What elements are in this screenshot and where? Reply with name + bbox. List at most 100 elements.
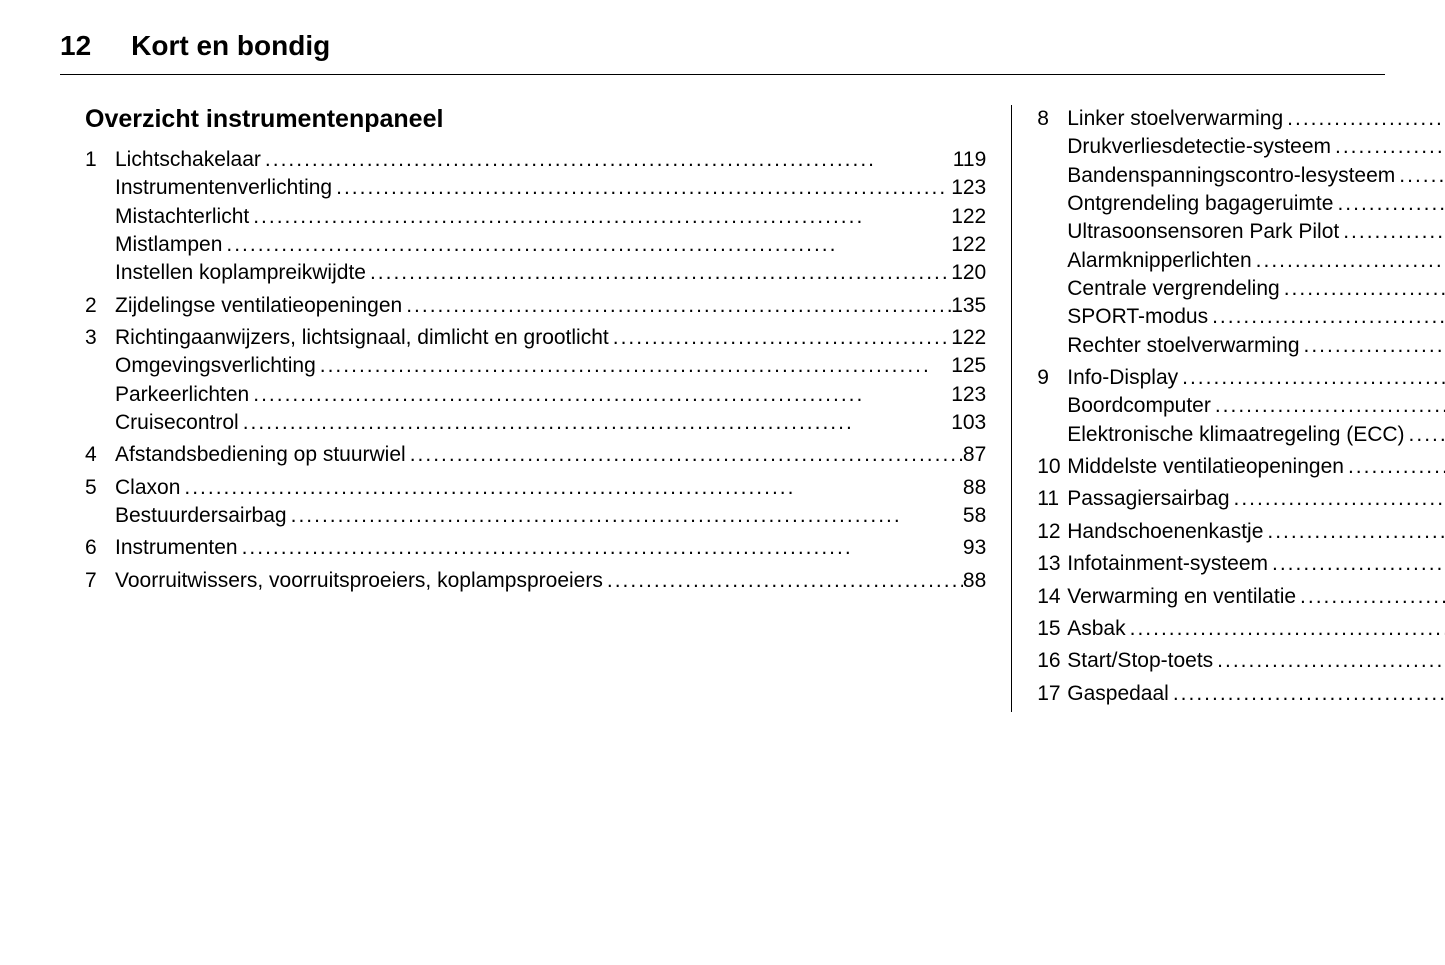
toc-entry: 17Gaspedaal ............................… xyxy=(1037,680,1445,708)
toc-line: Linker stoelverwarming .................… xyxy=(1067,105,1445,133)
toc-page: 122 xyxy=(951,203,986,231)
entry-number: 9 xyxy=(1037,364,1067,392)
toc-entry: 16Start/Stop-toets .....................… xyxy=(1037,647,1445,675)
toc-line: Passagiersairbag .......................… xyxy=(1067,485,1445,513)
entry-body: Linker stoelverwarming .................… xyxy=(1067,105,1445,360)
toc-label: Omgevingsverlichting xyxy=(115,352,316,380)
entry-number: 6 xyxy=(85,534,115,562)
toc-dots: ........................................… xyxy=(1211,392,1445,420)
column-1: Overzicht instrumentenpaneel 1Lichtschak… xyxy=(60,105,1011,712)
toc-label: Mistlampen xyxy=(115,231,222,259)
toc-dots: ........................................… xyxy=(1230,485,1445,513)
page-number: 12 xyxy=(60,30,91,62)
toc-dots: ........................................… xyxy=(180,474,963,502)
toc-label: Drukverliesdetectie-systeem xyxy=(1067,133,1331,161)
entry-body: Asbak ..................................… xyxy=(1067,615,1445,643)
toc-label: Alarmknipperlichten xyxy=(1067,247,1251,275)
toc-line: Lichtschakelaar ........................… xyxy=(115,146,986,174)
toc-line: Infotainment-systeem ...................… xyxy=(1067,550,1445,578)
toc-dots: ........................................… xyxy=(1283,105,1445,133)
toc-page: 123 xyxy=(951,381,986,409)
toc-entry: 13Infotainment-systeem .................… xyxy=(1037,550,1445,578)
toc-line: Claxon .................................… xyxy=(115,474,986,502)
toc-label: Asbak xyxy=(1067,615,1125,643)
toc-dots: ........................................… xyxy=(287,502,963,530)
toc-label: Handschoenenkastje xyxy=(1067,518,1263,546)
toc-label: Gaspedaal xyxy=(1067,680,1169,708)
entry-body: Voorruitwissers, voorruitsproeiers, kopl… xyxy=(115,567,986,595)
toc-page: 58 xyxy=(963,502,986,530)
toc-label: Centrale vergrendeling xyxy=(1067,275,1279,303)
toc-dots: ........................................… xyxy=(261,146,953,174)
toc-label: Parkeerlichten xyxy=(115,381,249,409)
toc-line: Mistachterlicht ........................… xyxy=(115,203,986,231)
toc-label: Richtingaanwijzers, lichtsignaal, dimlic… xyxy=(115,324,609,352)
entry-body: Richtingaanwijzers, lichtsignaal, dimlic… xyxy=(115,324,986,437)
toc-label: Zijdelingse ventilatieopeningen xyxy=(115,292,402,320)
toc-entry: 14Verwarming en ventilatie .............… xyxy=(1037,583,1445,611)
toc-line: Parkeerlichten .........................… xyxy=(115,381,986,409)
entry-body: Claxon .................................… xyxy=(115,474,986,531)
entry-body: Handschoenenkastje .....................… xyxy=(1067,518,1445,546)
toc-label: Mistachterlicht xyxy=(115,203,249,231)
entry-number: 1 xyxy=(85,146,115,174)
toc-line: SPORT-modus ............................… xyxy=(1067,303,1445,331)
toc-line: Handschoenenkastje .....................… xyxy=(1067,518,1445,546)
toc-entry: 10Middelste ventilatieopeningen ........… xyxy=(1037,453,1445,481)
toc-line: Instrumentenverlichting ................… xyxy=(115,174,986,202)
entry-number: 2 xyxy=(85,292,115,320)
toc-entry: 9Info-Display ..........................… xyxy=(1037,364,1445,449)
toc-dots: ........................................… xyxy=(1296,583,1445,611)
entry-number: 15 xyxy=(1037,615,1067,643)
toc-line: Middelste ventilatieopeningen ..........… xyxy=(1067,453,1445,481)
toc-line: Info-Display ...........................… xyxy=(1067,364,1445,392)
toc-page: 125 xyxy=(951,352,986,380)
toc-entry: 2Zijdelingse ventilatieopeningen .......… xyxy=(85,292,986,320)
toc-page: 123 xyxy=(951,174,986,202)
toc-page: 120 xyxy=(951,259,986,287)
toc-label: Elektronische klimaatregeling (ECC) xyxy=(1067,421,1404,449)
toc-dots: ........................................… xyxy=(1208,303,1445,331)
entry-number: 13 xyxy=(1037,550,1067,578)
toc-line: Cruisecontrol ..........................… xyxy=(115,409,986,437)
toc-dots: ........................................… xyxy=(609,324,951,352)
toc-label: Instrumentenverlichting xyxy=(115,174,332,202)
entry-body: Middelste ventilatieopeningen ..........… xyxy=(1067,453,1445,481)
toc-label: Bandenspanningscontro-lesysteem xyxy=(1067,162,1395,190)
entry-body: Info-Display ...........................… xyxy=(1067,364,1445,449)
toc-dots: ........................................… xyxy=(1395,162,1445,190)
entry-body: Afstandsbediening op stuurwiel .........… xyxy=(115,441,986,469)
entry-number: 17 xyxy=(1037,680,1067,708)
entry-number: 16 xyxy=(1037,647,1067,675)
toc-dots: ........................................… xyxy=(1405,421,1445,449)
toc-dots: ........................................… xyxy=(1178,364,1445,392)
entry-number: 14 xyxy=(1037,583,1067,611)
toc-dots: ........................................… xyxy=(1339,218,1445,246)
toc-label: Rechter stoelverwarming xyxy=(1067,332,1299,360)
toc-dots: ........................................… xyxy=(1252,247,1445,275)
entry-number: 5 xyxy=(85,474,115,502)
entry-body: Verwarming en ventilatie ...............… xyxy=(1067,583,1445,611)
chapter-title: Kort en bondig xyxy=(131,30,330,62)
toc-entry: 5Claxon ................................… xyxy=(85,474,986,531)
entry-number: 3 xyxy=(85,324,115,352)
entry-number: 7 xyxy=(85,567,115,595)
toc-label: Linker stoelverwarming xyxy=(1067,105,1283,133)
toc-line: Bestuurdersairbag ......................… xyxy=(115,502,986,530)
toc-line: Richtingaanwijzers, lichtsignaal, dimlic… xyxy=(115,324,986,352)
toc-line: Boordcomputer ..........................… xyxy=(1067,392,1445,420)
entry-body: Zijdelingse ventilatieopeningen ........… xyxy=(115,292,986,320)
entry-body: Passagiersairbag .......................… xyxy=(1067,485,1445,513)
toc-line: Rechter stoelverwarming ................… xyxy=(1067,332,1445,360)
toc-label: Info-Display xyxy=(1067,364,1178,392)
toc-dots: ........................................… xyxy=(249,203,951,231)
toc-dots: ........................................… xyxy=(1213,647,1445,675)
toc-line: Alarmknipperlichten ....................… xyxy=(1067,247,1445,275)
toc-line: Drukverliesdetectie-systeem ............… xyxy=(1067,133,1445,161)
toc-dots: ........................................… xyxy=(238,534,963,562)
toc-dots: ........................................… xyxy=(1169,680,1445,708)
toc-dots: ........................................… xyxy=(332,174,951,202)
toc-label: Claxon xyxy=(115,474,180,502)
toc-page: 103 xyxy=(951,409,986,437)
toc-entry: 1Lichtschakelaar .......................… xyxy=(85,146,986,288)
